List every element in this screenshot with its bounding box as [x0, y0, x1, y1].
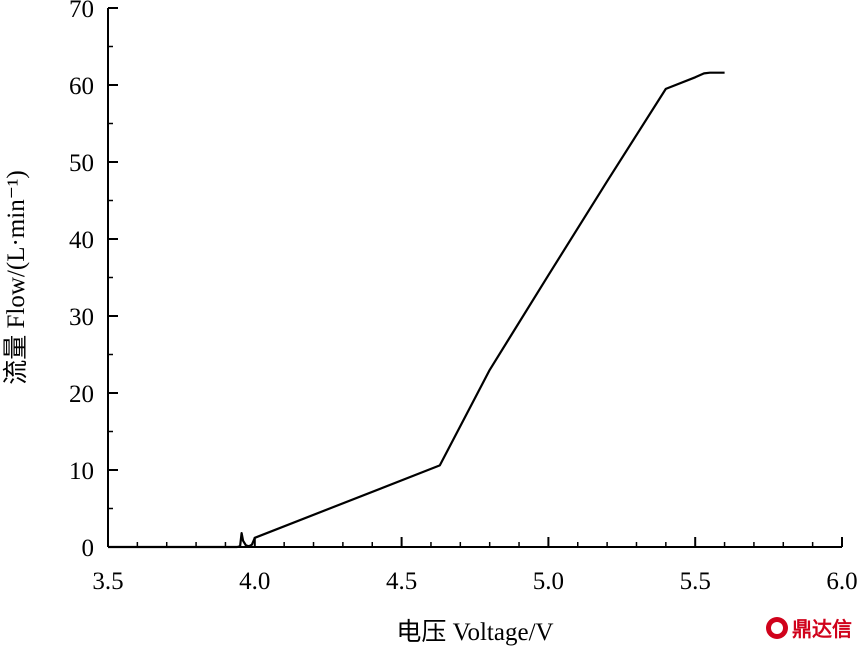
x-tick-label: 5.0 — [533, 568, 564, 595]
axes — [107, 7, 843, 548]
y-tick-label: 0 — [82, 535, 95, 562]
y-tick-label: 40 — [69, 227, 94, 254]
logo-icon — [766, 616, 788, 639]
y-tick-label: 30 — [69, 304, 94, 331]
x-axis-label: 电压 Voltage/V — [396, 618, 553, 646]
x-tick-label: 6.0 — [826, 568, 857, 595]
y-axis-label: 流量 Flow/(L·min⁻¹) — [2, 170, 30, 384]
y-tick-label: 60 — [69, 73, 94, 100]
series-line — [108, 71, 725, 549]
x-tick-label: 3.5 — [92, 568, 123, 595]
x-tick-label: 4.5 — [386, 568, 417, 595]
watermark-text: 鼎达信 — [792, 617, 852, 641]
series-layer — [108, 71, 725, 549]
x-tick-label: 5.5 — [680, 568, 711, 595]
watermark-logo: 鼎达信 — [766, 613, 852, 642]
x-tick-label: 4.0 — [239, 568, 270, 595]
y-tick-label: 70 — [69, 0, 94, 23]
y-tick-label: 10 — [69, 458, 94, 485]
y-tick-label: 50 — [69, 150, 94, 177]
y-tick-label: 20 — [69, 381, 94, 408]
